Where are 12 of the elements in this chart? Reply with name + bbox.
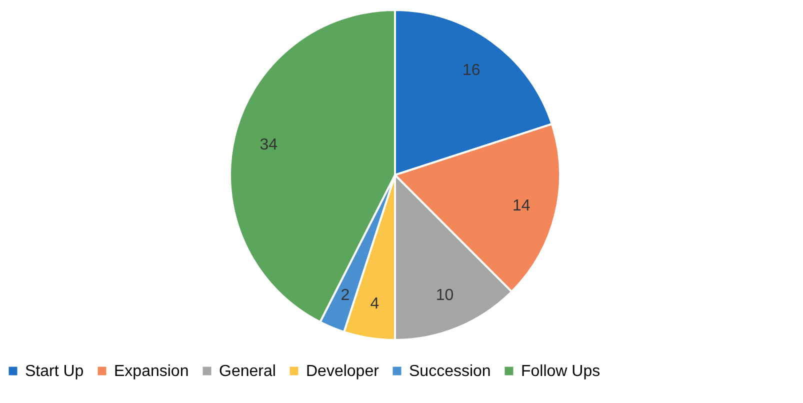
data-label: 16 <box>462 62 480 79</box>
data-label: 34 <box>260 136 278 154</box>
legend-label: Developer <box>306 363 380 380</box>
data-label: 14 <box>512 197 530 214</box>
legend-label: Expansion <box>114 363 189 380</box>
legend-label: Start Up <box>25 363 84 380</box>
data-label: 4 <box>370 295 380 312</box>
data-label: 10 <box>436 287 454 304</box>
data-label: 2 <box>340 287 350 304</box>
legend-label: Follow Ups <box>521 363 600 380</box>
legend-label: General <box>219 363 276 380</box>
legend-label: Succession <box>409 363 491 380</box>
